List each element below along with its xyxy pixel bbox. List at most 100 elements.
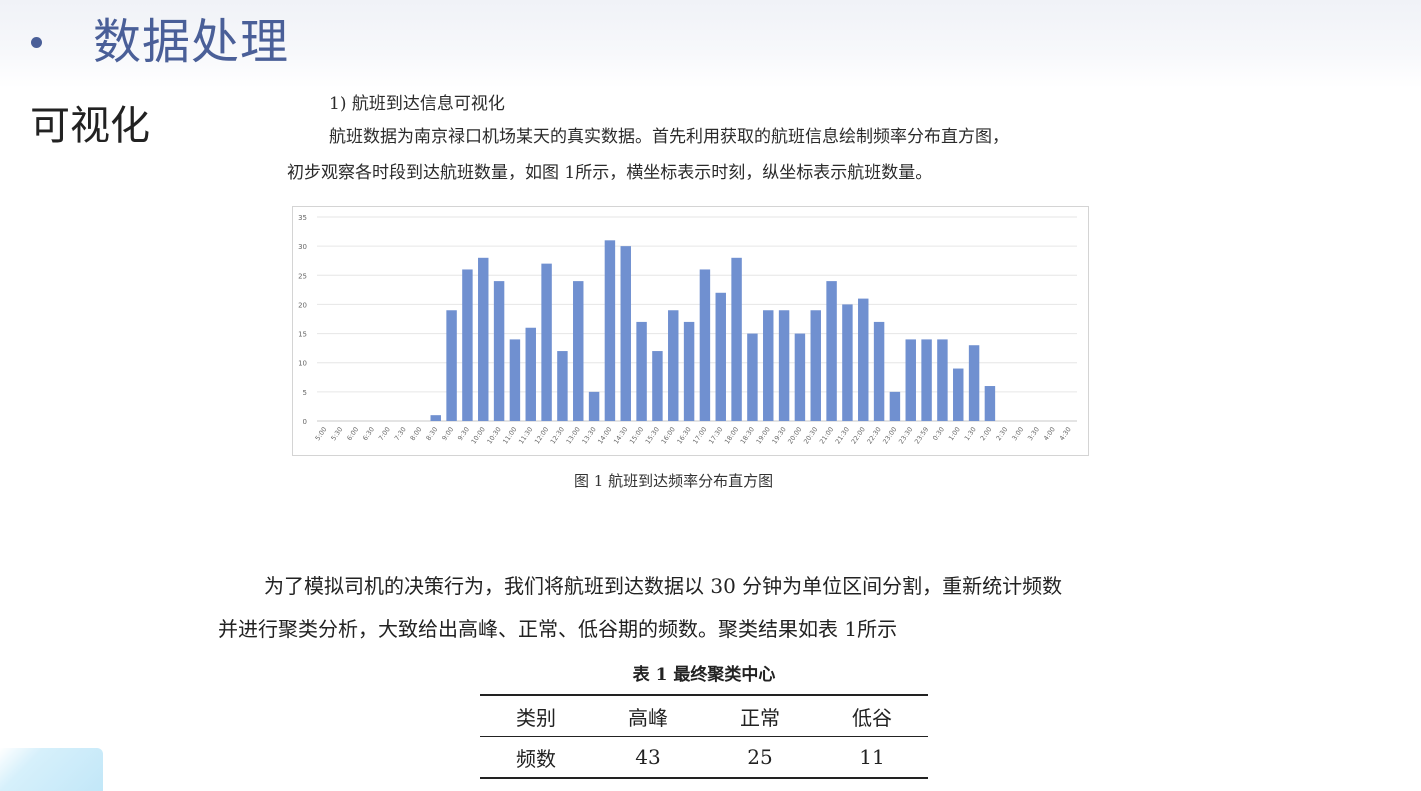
figure-caption: 图 1 航班到达频率分布直方图 <box>574 472 774 490</box>
x-tick-label: 2:00 <box>979 426 994 443</box>
histogram-bar <box>968 345 980 421</box>
y-tick-label: 20 <box>298 301 307 309</box>
histogram-bar <box>858 298 869 421</box>
x-tick-label: 8:30 <box>424 426 439 443</box>
body-line-1: 为了模拟司机的决策行为，我们将航班到达数据以 30 分钟为单位区间分割，重新统计… <box>264 574 1063 598</box>
histogram-bar <box>889 391 901 421</box>
x-tick-label: 3:30 <box>1026 426 1041 443</box>
histogram-bar <box>826 281 837 421</box>
x-tick-label: 3:00 <box>1010 426 1025 443</box>
histogram-bar <box>747 333 758 421</box>
x-tick-label: 16:00 <box>660 426 677 446</box>
x-tick-label: 10:00 <box>470 426 487 446</box>
x-tick-label: 21:30 <box>834 426 851 446</box>
histogram-bar <box>984 386 996 421</box>
x-tick-label: 23:00 <box>881 426 898 446</box>
histogram-bar <box>810 310 821 421</box>
histogram-bar <box>921 339 932 421</box>
x-tick-label: 12:30 <box>549 426 566 446</box>
x-tick-label: 14:00 <box>596 426 613 446</box>
histogram-bar <box>715 292 726 421</box>
section-heading: 1) 航班到达信息可视化 <box>329 94 505 114</box>
y-tick-label: 10 <box>298 360 307 368</box>
x-tick-label: 19:00 <box>755 426 772 446</box>
histogram-bar <box>778 310 790 421</box>
bullet-icon <box>31 37 42 48</box>
intro-line-1: 航班数据为南京禄口机场某天的真实数据。首先利用获取的航班信息绘制频率分布直方图， <box>329 127 1009 147</box>
histogram-bar <box>446 310 457 421</box>
x-tick-label: 15:30 <box>644 426 661 446</box>
x-tick-label: 11:30 <box>517 426 534 446</box>
row-label-frequency: 频数 <box>516 746 556 771</box>
table-caption: 表 1 最终聚类中心 <box>632 665 776 685</box>
x-tick-label: 14:30 <box>612 426 629 446</box>
histogram-bar <box>794 333 806 421</box>
x-tick-label: 8:00 <box>409 426 424 443</box>
histogram-bar <box>557 351 568 421</box>
x-tick-label: 20:00 <box>786 426 803 446</box>
histogram-bar <box>652 351 663 421</box>
x-tick-label: 5:00 <box>314 426 329 443</box>
x-tick-label: 13:30 <box>580 426 597 446</box>
histogram-bar <box>430 415 441 421</box>
y-tick-label: 15 <box>298 331 307 339</box>
y-tick-label: 5 <box>303 389 307 397</box>
body-line-2: 并进行聚类分析，大致给出高峰、正常、低谷期的频数。聚类结果如表 1所示 <box>218 617 898 641</box>
x-tick-label: 23:30 <box>897 426 914 446</box>
x-tick-label: 20:30 <box>802 426 819 446</box>
histogram-bar <box>509 339 521 421</box>
y-tick-label: 0 <box>303 418 307 426</box>
header-cell-category: 类别 <box>516 705 556 730</box>
table-row: 频数 43 25 11 <box>480 737 928 778</box>
x-tick-label: 1:00 <box>947 426 962 443</box>
histogram-bar <box>842 304 853 421</box>
y-tick-label: 30 <box>298 243 307 251</box>
intro-line-2: 初步观察各时段到达航班数量，如图 1所示，横坐标表示时刻，纵坐标表示航班数量。 <box>287 163 933 183</box>
histogram-bar <box>636 321 647 421</box>
histogram-bar <box>731 257 742 421</box>
histogram-bar <box>462 269 473 421</box>
histogram-bar <box>937 339 948 421</box>
histogram-bar <box>525 327 536 421</box>
x-tick-label: 5:30 <box>329 426 344 443</box>
x-tick-label: 23:59 <box>913 426 930 446</box>
histogram-chart: 0 5 10 15 20 25 30 35 5:00 5:30 6:00 6:30 7:00 7:30 8:… <box>292 206 1089 456</box>
histogram-bar <box>763 310 774 421</box>
header-cell-trough: 低谷 <box>852 705 892 730</box>
x-tick-label: 4:30 <box>1058 426 1073 443</box>
histogram-bar <box>541 263 552 421</box>
header-cell-peak: 高峰 <box>628 705 668 730</box>
cell-peak-value: 43 <box>635 745 661 769</box>
histogram-bar <box>873 321 885 421</box>
x-tick-label: 6:30 <box>361 426 376 443</box>
x-tick-label: 22:30 <box>865 426 882 446</box>
histogram-bar <box>905 339 916 421</box>
x-tick-label: 18:00 <box>723 426 740 446</box>
x-tick-label: 17:30 <box>707 426 724 446</box>
corner-decoration <box>0 748 103 791</box>
table-header-row: 类别 高峰 正常 低谷 <box>480 695 928 737</box>
x-tick-label: 15:00 <box>628 426 645 446</box>
slide-title: 数据处理 <box>93 14 290 70</box>
x-tick-label: 19:30 <box>770 426 787 446</box>
histogram-bar <box>478 257 489 421</box>
histogram-bar <box>953 368 964 421</box>
cell-normal-value: 25 <box>747 745 773 769</box>
x-tick-label: 7:00 <box>377 426 392 443</box>
cluster-table: 类别 高峰 正常 低谷 频数 43 25 11 <box>480 694 928 779</box>
x-tick-label: 16:30 <box>675 426 692 446</box>
x-tick-label: 6:00 <box>345 426 360 443</box>
histogram-bar <box>588 391 600 421</box>
x-tick-label: 9:30 <box>456 426 471 443</box>
x-tick-label: 11:00 <box>501 426 518 446</box>
x-tick-label: 4:00 <box>1042 426 1057 443</box>
y-tick-label: 25 <box>298 272 307 280</box>
x-tick-label: 12:00 <box>533 426 550 446</box>
histogram-bar <box>668 310 679 421</box>
x-tick-label: 2:30 <box>994 426 1009 443</box>
side-label: 可视化 <box>30 103 150 149</box>
histogram-bar <box>683 321 695 421</box>
cell-trough-value: 11 <box>859 745 885 769</box>
x-tick-label: 21:00 <box>818 426 835 446</box>
